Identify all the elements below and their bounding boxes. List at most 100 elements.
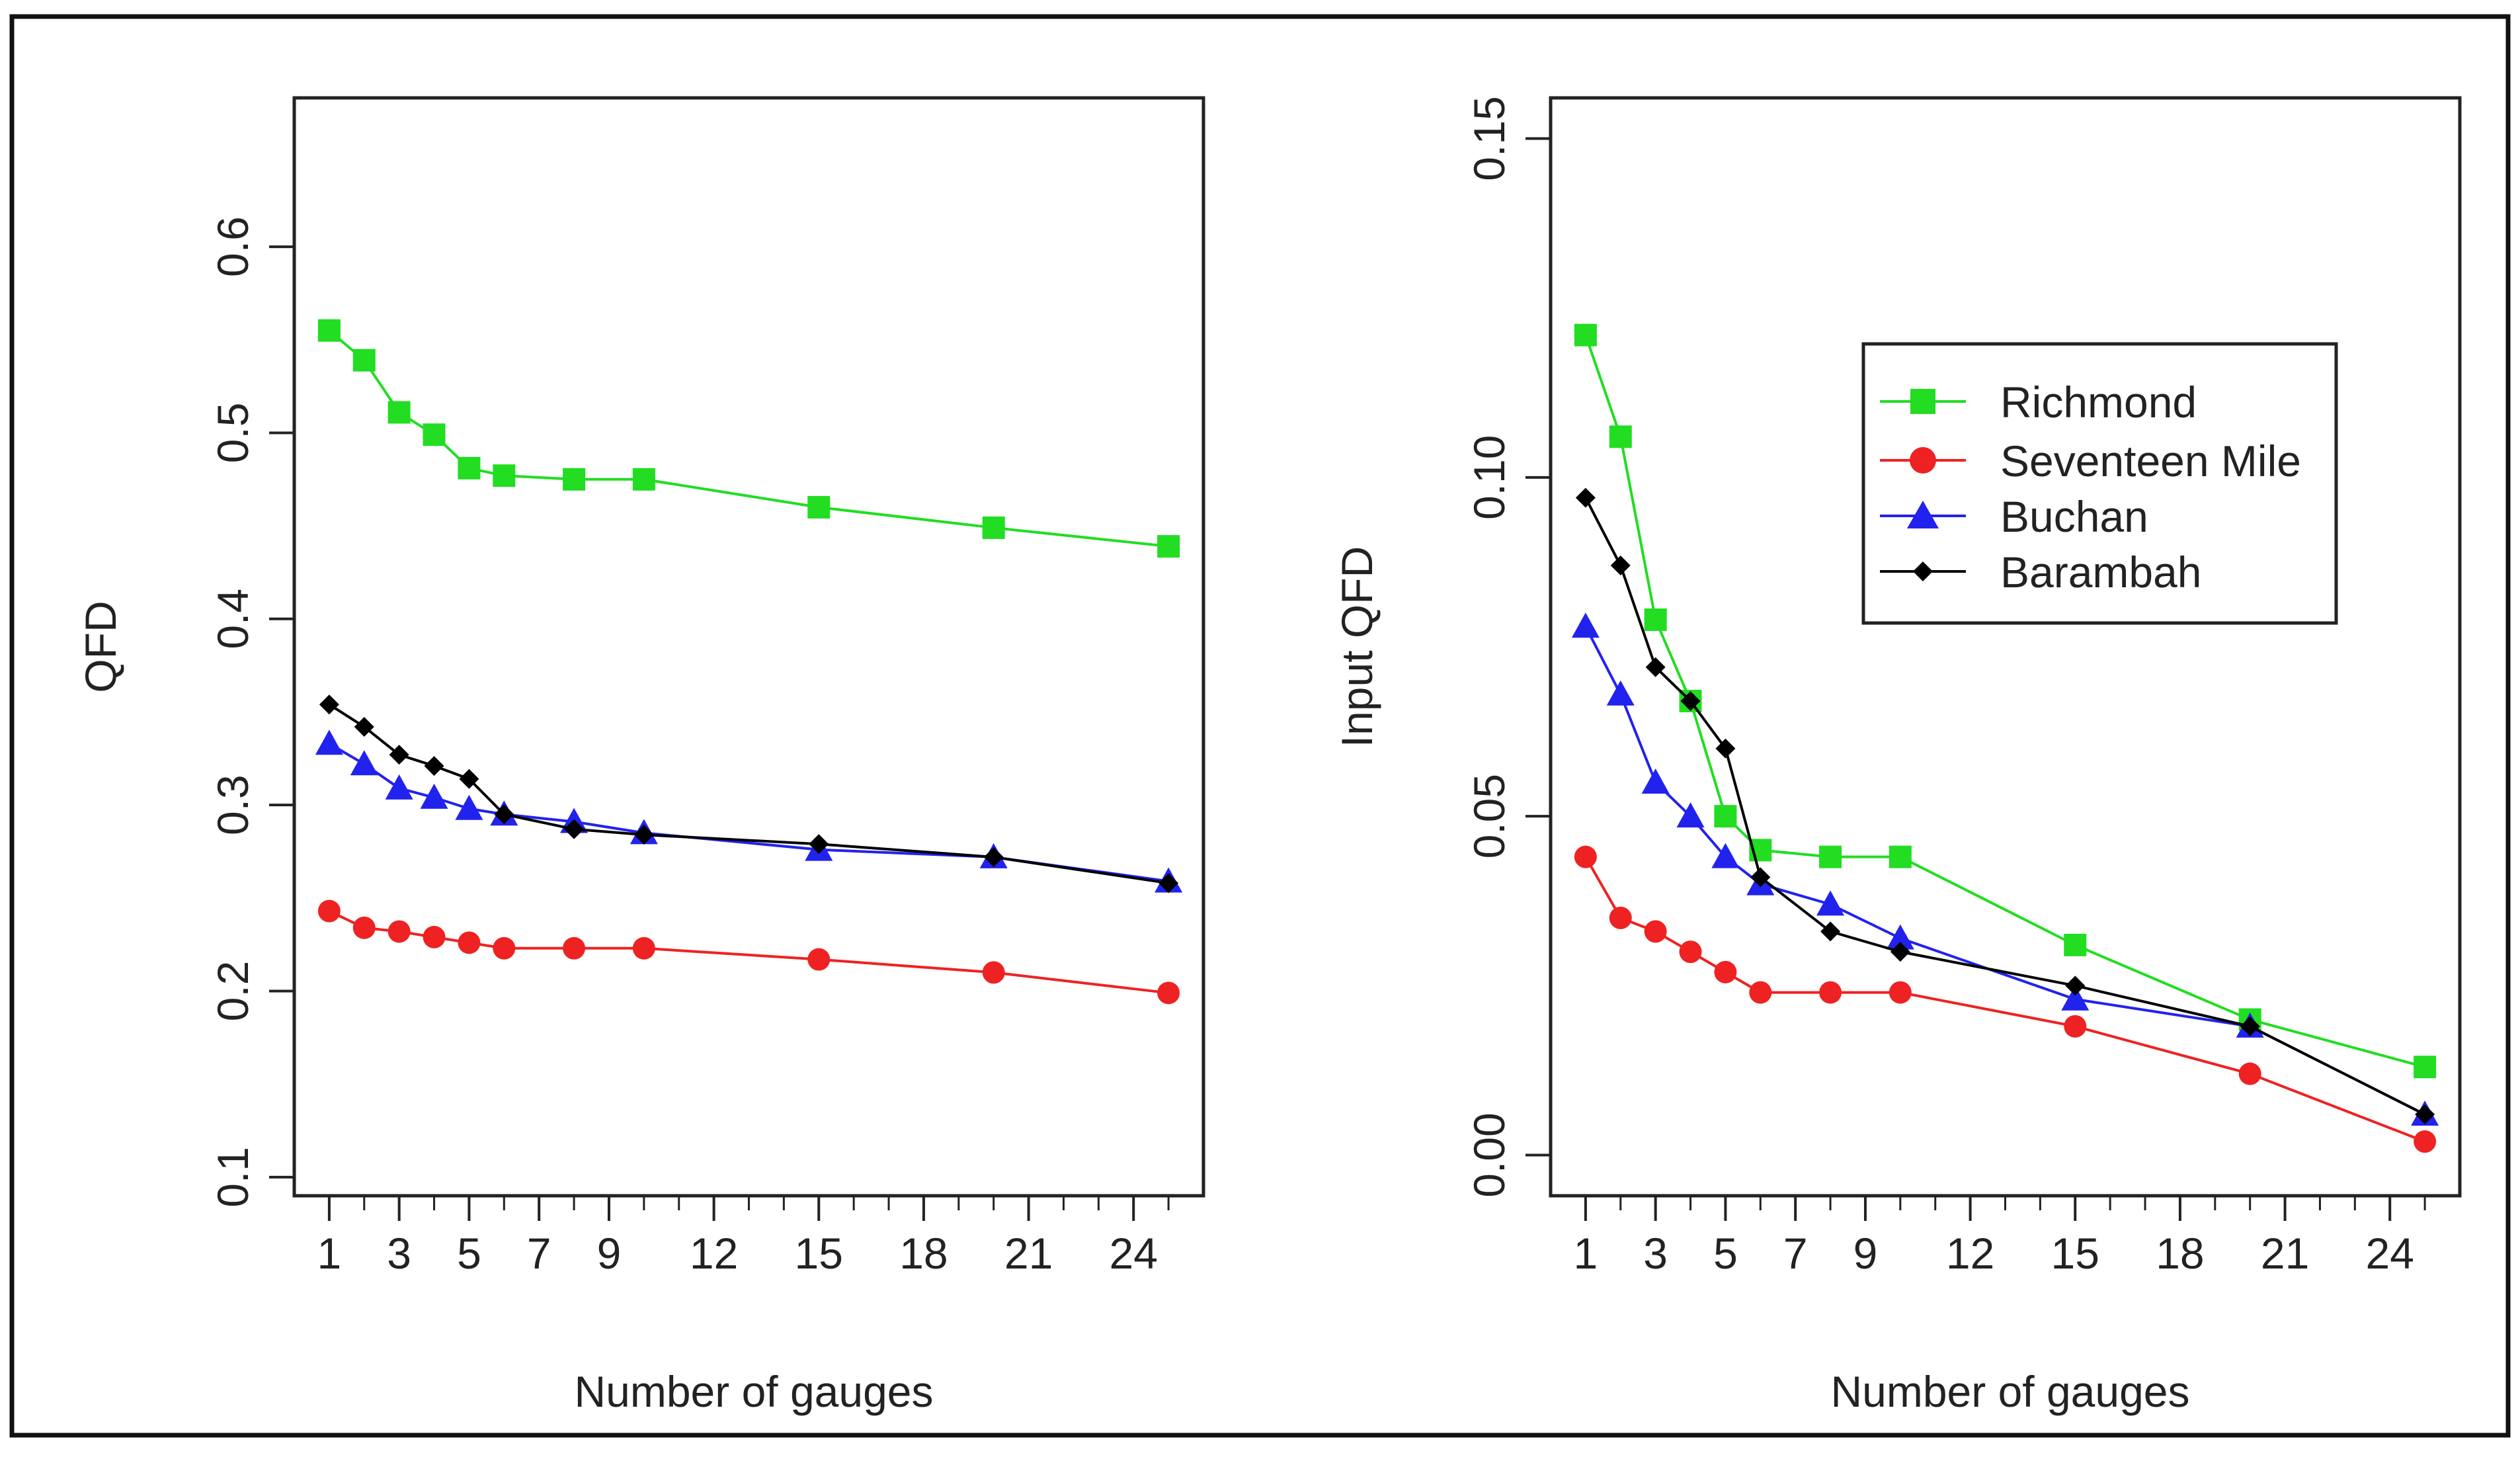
data-point-square (387, 401, 411, 424)
data-point-square (1644, 608, 1667, 632)
data-point-circle (2414, 1130, 2437, 1153)
data-point-triangle (1571, 612, 1600, 638)
legend-label: Seventeen Mile (2000, 437, 2301, 485)
data-point-diamond (1645, 657, 1666, 677)
chart-input-qfd: 1 3 5 7 9 12 15 18 21 24 0.00 0.05 0.10 0.15 Number … (1332, 96, 2462, 1416)
x-tick-label: 9 (1853, 1229, 1878, 1278)
data-point-triangle (1816, 890, 1845, 916)
x-tick-label: 7 (527, 1229, 551, 1278)
data-point-circle (1889, 981, 1912, 1004)
x-tick-label: 3 (1643, 1229, 1668, 1278)
data-point-circle (493, 937, 516, 960)
legend-item-seventeen-mile: Seventeen Mile (1880, 437, 2301, 485)
legend-label: Barambah (2000, 548, 2202, 597)
x-tick-label: 15 (2051, 1229, 2099, 1278)
data-point-diamond (983, 847, 1004, 867)
x-tick-label: 7 (1783, 1229, 1808, 1278)
data-point-triangle (1606, 680, 1635, 706)
data-point-square (807, 495, 831, 519)
data-point-diamond (424, 756, 444, 776)
data-point-diamond (2065, 976, 2086, 996)
y-axis: 0.1 0.2 0.3 0.4 0.5 0.6 (208, 216, 294, 1208)
data-point-square (563, 468, 586, 491)
series-layer (315, 319, 1183, 1005)
data-point-circle (1714, 960, 1737, 983)
data-point-triangle (385, 774, 413, 800)
x-tick-label: 3 (387, 1229, 411, 1278)
data-point-square (1889, 845, 1912, 868)
data-point-diamond (459, 769, 479, 789)
data-point-square (458, 456, 481, 479)
data-point-diamond (1820, 921, 1841, 942)
y-axis-label: Input QFD (1332, 546, 1381, 747)
data-point-square (2414, 1056, 2437, 1079)
data-point-triangle (420, 783, 448, 809)
x-axis-label: Number of gauges (1831, 1367, 2190, 1416)
data-point-diamond (1610, 556, 1631, 576)
figure-border (9, 14, 2511, 1438)
data-point-diamond (354, 716, 374, 737)
data-point-square (1157, 535, 1180, 558)
x-tick-label: 1 (1574, 1229, 1598, 1278)
y-tick-label: 0.10 (1465, 435, 1514, 520)
data-point-circle (1609, 906, 1632, 929)
y-tick-label: 0.3 (208, 774, 257, 835)
y-tick-label: 0.2 (208, 961, 257, 1022)
data-point-diamond (1680, 690, 1701, 711)
x-tick-label: 15 (795, 1229, 843, 1278)
y-tick-label: 0.05 (1465, 774, 1514, 858)
data-point-triangle (350, 750, 378, 776)
data-point-square (1574, 323, 1597, 347)
data-point-triangle (2061, 985, 2090, 1011)
x-tick-label: 12 (690, 1229, 738, 1278)
data-point-square (2064, 933, 2087, 956)
data-point-diamond (2415, 1104, 2435, 1125)
data-point-circle (563, 937, 586, 960)
data-point-circle (1644, 920, 1667, 943)
data-point-diamond (494, 804, 514, 825)
y-axis: 0.00 0.05 0.10 0.15 (1465, 96, 1551, 1198)
x-tick-label: 9 (597, 1229, 622, 1278)
x-tick-label: 1 (317, 1229, 342, 1278)
x-axis: 1 3 5 7 9 12 15 18 21 24 (317, 1196, 1170, 1278)
data-point-circle (1157, 981, 1180, 1005)
x-tick-label: 24 (2366, 1229, 2414, 1278)
x-axis: 1 3 5 7 9 12 15 18 21 24 (1574, 1196, 2426, 1278)
y-axis-label: QFD (76, 601, 125, 692)
data-point-diamond (633, 825, 654, 845)
data-point-circle (317, 899, 341, 923)
data-point-triangle (1641, 768, 1670, 794)
data-point-square (1609, 425, 1632, 448)
legend-square-marker (1910, 389, 1935, 414)
legend-item-barambah: Barambah (1880, 548, 2202, 597)
data-point-circle (2238, 1062, 2261, 1085)
data-point-circle (1679, 940, 1702, 964)
x-tick-label: 12 (1946, 1229, 1994, 1278)
data-point-diamond (319, 694, 339, 715)
data-point-circle (807, 948, 831, 971)
y-tick-label: 0.15 (1465, 96, 1514, 181)
data-point-diamond (1750, 867, 1771, 888)
y-tick-label: 0.5 (208, 403, 257, 464)
legend-box (1861, 342, 2338, 625)
data-point-diamond (389, 745, 409, 765)
legend-triangle-marker (1907, 501, 1939, 528)
data-point-square (317, 319, 341, 342)
data-point-circle (632, 937, 655, 960)
x-tick-label: 5 (1713, 1229, 1738, 1278)
data-point-circle (352, 916, 376, 939)
legend-label: Buchan (2000, 492, 2148, 541)
legend: Richmond Seventeen Mile Buchan Barambah (1861, 342, 2338, 625)
chart-qfd: 1 3 5 7 9 12 15 18 21 24 0.1 0.2 0.3 0.4 0.5 0.6 Numbe… (76, 96, 1205, 1416)
y-tick-label: 0.4 (208, 589, 257, 649)
data-point-diamond (2240, 1016, 2260, 1036)
legend-item-buchan: Buchan (1880, 492, 2148, 541)
data-point-circle (458, 931, 481, 954)
data-point-triangle (455, 794, 483, 820)
y-tick-label: 0.6 (208, 216, 257, 277)
data-point-diamond (1575, 487, 1596, 508)
data-point-triangle (315, 729, 343, 755)
data-point-diamond (1890, 942, 1910, 962)
data-point-circle (423, 925, 446, 948)
